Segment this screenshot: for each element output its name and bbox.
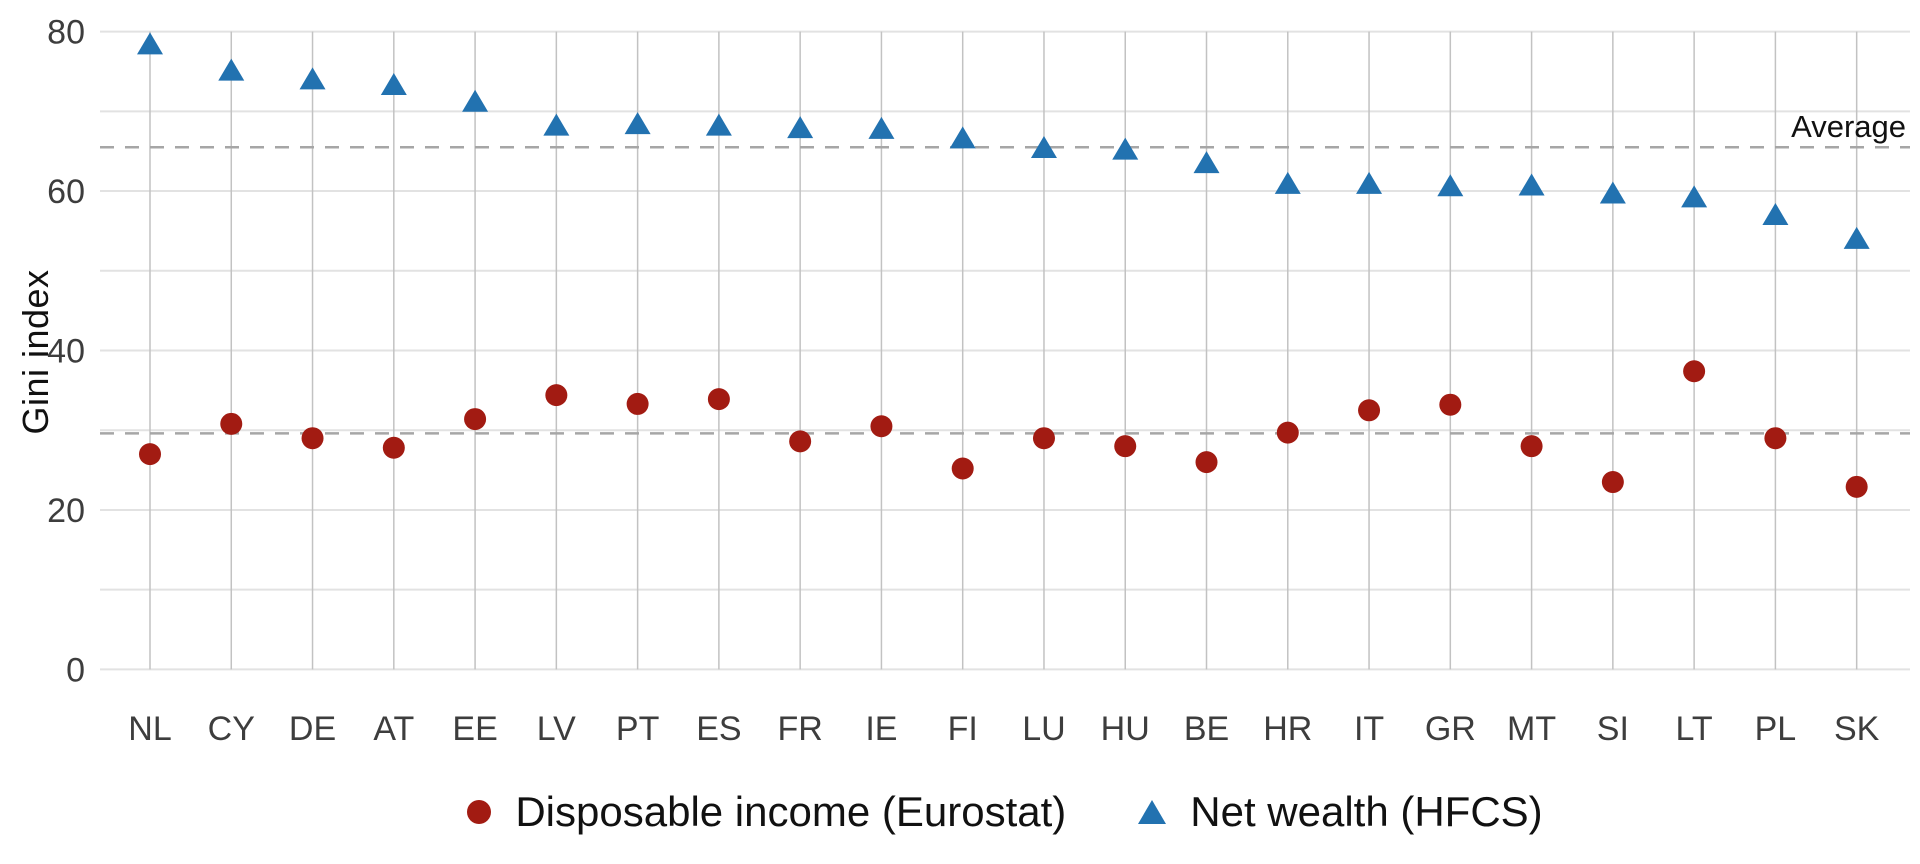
y-tick-label: 60 [47, 173, 85, 211]
income-marker-LU [1032, 427, 1055, 450]
circle-marker-icon [467, 800, 492, 824]
x-tick-label-PT: PT [616, 710, 659, 748]
wealth-marker-IE [868, 116, 895, 139]
x-tick-label-CY: CY [208, 710, 255, 748]
x-tick-label-GR: GR [1425, 710, 1476, 748]
wealth-marker-HU [1112, 137, 1139, 160]
income-marker-GR [1439, 393, 1462, 416]
x-tick-label-AT: AT [373, 710, 414, 748]
wealth-marker-AT [380, 73, 407, 96]
y-axis-title-text: Gini index [15, 269, 56, 435]
income-marker-NL [139, 443, 161, 466]
wealth-marker-ES [705, 113, 732, 136]
legend-label-income: Disposable income (Eurostat) [515, 788, 1067, 835]
x-tick-label-BE: BE [1184, 710, 1229, 748]
legend-item-net-wealth: Net wealth (HFCS) [1138, 788, 1543, 836]
income-marker-ES [707, 388, 730, 411]
x-tick-label-LU: LU [1022, 710, 1065, 748]
income-marker-PL [1764, 427, 1787, 450]
legend-item-disposable-income: Disposable income (Eurostat) [467, 788, 1066, 836]
x-tick-label-HU: HU [1101, 710, 1150, 748]
legend: Disposable income (Eurostat) Net wealth … [100, 784, 1910, 840]
x-tick-label-HR: HR [1263, 710, 1312, 748]
x-tick-label-IE: IE [865, 710, 897, 748]
wealth-marker-FR [787, 116, 814, 139]
income-marker-MT [1520, 435, 1543, 458]
wealth-marker-DE [299, 67, 326, 90]
income-marker-BE [1195, 451, 1218, 474]
y-tick-label: 20 [47, 492, 85, 530]
wealth-marker-CY [218, 58, 245, 81]
wealth-marker-EE [462, 89, 489, 112]
income-marker-FR [789, 430, 812, 453]
wealth-marker-GR [1437, 174, 1464, 197]
wealth-marker-LT [1681, 185, 1708, 208]
triangle-marker-icon [1138, 800, 1167, 824]
x-tick-label-FI: FI [948, 710, 978, 748]
income-marker-IE [870, 415, 893, 438]
income-marker-FI [951, 457, 974, 480]
income-marker-LV [545, 384, 568, 407]
x-tick-label-EE: EE [452, 710, 497, 748]
legend-label-wealth: Net wealth (HFCS) [1190, 788, 1543, 835]
wealth-marker-LV [543, 113, 570, 136]
income-marker-HU [1114, 435, 1137, 458]
x-tick-label-ES: ES [696, 710, 741, 748]
x-tick-label-MT: MT [1507, 710, 1556, 748]
wealth-marker-IT [1356, 171, 1383, 194]
y-tick-label: 0 [66, 651, 85, 689]
x-tick-label-IT: IT [1354, 710, 1384, 748]
x-tick-label-SK: SK [1834, 710, 1880, 748]
x-tick-label-DE: DE [289, 710, 336, 748]
x-tick-label-LT: LT [1676, 710, 1713, 748]
wealth-marker-PL [1762, 202, 1789, 225]
wealth-marker-FI [949, 126, 976, 149]
x-tick-label-NL: NL [128, 710, 171, 748]
income-marker-AT [382, 436, 405, 459]
income-marker-LT [1683, 360, 1706, 383]
income-marker-HR [1276, 421, 1299, 444]
wealth-marker-NL [137, 32, 163, 55]
x-tick-label-FR: FR [777, 710, 822, 748]
income-marker-SI [1601, 471, 1624, 494]
income-marker-DE [301, 427, 324, 450]
income-marker-EE [464, 408, 487, 431]
wealth-marker-LU [1030, 135, 1057, 158]
wealth-marker-MT [1518, 173, 1545, 196]
x-tick-label-PL: PL [1755, 710, 1797, 748]
y-tick-label: 80 [47, 14, 85, 52]
wealth-marker-SK [1843, 226, 1870, 249]
x-tick-label-SI: SI [1597, 710, 1629, 748]
x-tick-label-LV: LV [537, 710, 576, 748]
y-tick-label: 40 [47, 333, 85, 371]
income-marker-PT [626, 392, 649, 415]
income-marker-CY [220, 412, 243, 435]
wealth-marker-HR [1274, 171, 1301, 194]
wealth-marker-SI [1599, 181, 1626, 204]
income-marker-SK [1845, 475, 1868, 498]
average-annotation: Average [1791, 109, 1906, 144]
wealth-marker-PT [624, 112, 651, 135]
wealth-marker-BE [1193, 151, 1220, 174]
income-marker-IT [1358, 399, 1381, 422]
